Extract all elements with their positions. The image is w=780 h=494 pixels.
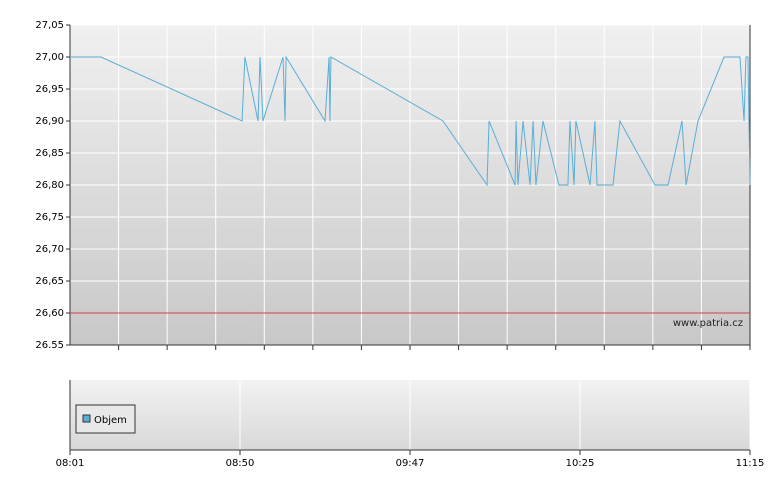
x-tick-label: 08:01 [56,458,85,469]
y-tick-label: 26,85 [35,148,64,159]
y-tick-label: 26,95 [35,84,64,95]
y-tick-label: 26,65 [35,276,64,287]
y-tick-label: 26,75 [35,212,64,223]
y-tick-label: 26,60 [35,308,64,319]
y-tick-label: 26,70 [35,244,64,255]
y-tick-label: 26,80 [35,180,64,191]
price-line [70,55,751,187]
x-tick-label: 10:25 [566,458,595,469]
y-tick-label: 27,05 [35,20,64,31]
watermark: www.patria.cz [673,318,743,329]
y-tick-label: 27,00 [35,52,64,63]
x-tick-label: 11:15 [736,458,765,469]
legend-swatch [82,414,91,423]
y-tick-label: 26,90 [35,116,64,127]
x-tick-label: 09:47 [396,458,425,469]
legend-label: Objem [94,415,127,426]
y-tick-label: 26.55 [35,340,64,351]
x-tick-label: 08:50 [226,458,255,469]
